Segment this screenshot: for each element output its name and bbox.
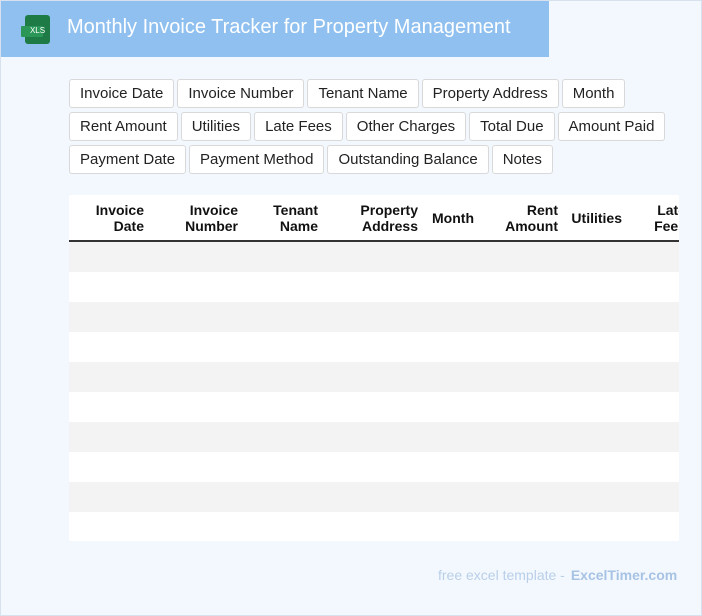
row — [69, 512, 679, 541]
row — [69, 482, 679, 512]
table: Invoice Date Invoice Number Tenant Name Pro… — [69, 195, 679, 541]
row — [69, 422, 679, 452]
table-body — [69, 242, 679, 541]
row — [69, 242, 679, 272]
column-header: Invoice Number — [185, 201, 238, 234]
table-header: Invoice Date Invoice Number Tenant Name Pro… — [69, 195, 679, 242]
field-tag[interactable]: Other Charges — [345, 112, 467, 141]
column-header: Rent Amount — [505, 201, 558, 234]
field-tag[interactable]: Payment Method — [189, 145, 325, 174]
header-bar: XLS Monthly Invoice Tracker for Property… — [1, 1, 549, 57]
column-header: Invoice Date — [95, 201, 144, 234]
title: Monthly Invoice Tracker for Property Man… — [67, 16, 511, 38]
column-header: Tenant Name — [273, 201, 318, 234]
xls-icon: XLS — [21, 15, 50, 44]
column-header: Month — [432, 209, 474, 226]
field-tag[interactable]: Payment Date — [69, 145, 187, 174]
row — [69, 362, 679, 392]
field-tag[interactable]: Invoice Number — [177, 79, 305, 108]
footer-text: free excel template - — [438, 567, 565, 583]
row — [69, 332, 679, 362]
row — [69, 302, 679, 332]
field-tag[interactable]: Utilities — [180, 112, 252, 141]
field-tag[interactable]: Invoice Date — [69, 79, 175, 108]
row — [69, 272, 679, 302]
row — [69, 452, 679, 482]
icon-label: XLS — [29, 26, 46, 35]
field-tags: Invoice Date Invoice Number Tenant Name Pro… — [69, 79, 669, 174]
column-header: Property Address — [360, 201, 418, 234]
field-tag[interactable]: Amount Paid — [557, 112, 666, 141]
field-tag[interactable]: Total Due — [469, 112, 555, 141]
row — [69, 392, 679, 422]
column-header: Utilities — [571, 209, 622, 226]
field-tag[interactable]: Tenant Name — [307, 79, 419, 108]
field-tag[interactable]: Notes — [491, 145, 553, 174]
footer-site[interactable]: ExcelTimer.com — [570, 567, 678, 583]
column-header: Late Fees — [654, 201, 679, 234]
field-tag[interactable]: Rent Amount — [69, 112, 178, 141]
field-tag[interactable]: Late Fees — [254, 112, 343, 141]
field-tag[interactable]: Month — [561, 79, 626, 108]
footer: free excel template - ExcelTimer.com — [438, 567, 677, 583]
field-tag[interactable]: Property Address — [421, 79, 559, 108]
field-tag[interactable]: Outstanding Balance — [327, 145, 489, 174]
